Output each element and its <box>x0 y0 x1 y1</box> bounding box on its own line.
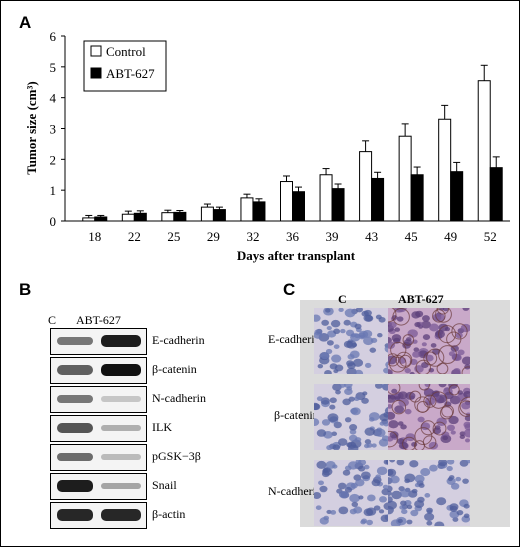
x-tick-label: 45 <box>405 229 418 244</box>
blot-band <box>101 454 141 460</box>
x-tick-label: 29 <box>207 229 220 244</box>
blot-strip <box>50 502 147 529</box>
ihc-row-label: β-catenin <box>274 408 319 422</box>
blot-strip <box>50 444 147 471</box>
blot-strip <box>50 473 147 500</box>
x-tick-label: 25 <box>167 229 180 244</box>
ihc-image <box>388 384 470 450</box>
bar-control <box>359 151 373 222</box>
blot-strip <box>50 386 147 413</box>
blot-band <box>57 394 93 404</box>
bar-abt627 <box>410 174 424 222</box>
blot-row-label: ILK <box>152 420 172 434</box>
x-tick-label: 32 <box>246 229 259 244</box>
blot-row-label: pGSK−3β <box>152 449 201 463</box>
bar-control <box>438 118 452 222</box>
bar-abt627 <box>292 191 305 222</box>
blot-row-label: Snail <box>152 478 177 492</box>
blot-row-label: β-catenin <box>152 362 197 376</box>
blot-band <box>101 482 141 490</box>
x-tick-label: 22 <box>128 229 141 244</box>
legend-entry: Control <box>106 44 146 59</box>
bar-control <box>200 206 214 222</box>
bar-abt627 <box>212 209 226 222</box>
bar-control <box>398 135 412 222</box>
blot-band <box>101 424 141 432</box>
ihc-image <box>388 460 470 526</box>
y-tick-label: 0 <box>50 214 57 229</box>
panel-letter-c: C <box>283 280 296 299</box>
x-tick-label: 18 <box>88 229 101 244</box>
blot-band <box>57 365 93 375</box>
blot-row-label: E-cadherin <box>152 333 205 347</box>
ihc-row-label: E-cadherin <box>268 332 321 346</box>
x-tick-label: 52 <box>484 229 497 244</box>
ihc-image <box>314 384 396 450</box>
y-tick-label: 2 <box>50 152 57 167</box>
bar-abt627 <box>331 188 345 222</box>
blot-band <box>101 335 141 347</box>
blot-band <box>101 509 141 521</box>
bar-abt627 <box>489 167 503 222</box>
blot-band <box>57 509 93 521</box>
blot-strip <box>50 328 147 355</box>
bar-control <box>82 217 96 222</box>
blot-strip <box>50 415 147 442</box>
ihc-column-label: ABT-627 <box>398 292 444 306</box>
blot-row-label: N-cadherin <box>152 391 206 405</box>
blot-row-label: β-actin <box>152 507 186 521</box>
y-axis-label: Tumor size (cm³) <box>24 81 39 174</box>
blot-column-label: C <box>48 313 57 327</box>
y-tick-label: 1 <box>50 183 57 198</box>
bar-abt627 <box>173 211 187 222</box>
bar-control <box>121 213 135 222</box>
blot-column-label: ABT-627 <box>76 313 121 327</box>
bar-abt627 <box>94 216 108 222</box>
legend-swatch <box>90 45 102 57</box>
blot-band <box>101 364 141 376</box>
x-tick-label: 49 <box>444 229 457 244</box>
ihc-row-label: N-cadherin <box>268 484 322 498</box>
x-tick-label: 36 <box>286 229 300 244</box>
bar-control <box>477 80 491 222</box>
panel-letter-a: A <box>19 13 32 32</box>
legend-entry: ABT-627 <box>106 66 155 81</box>
blot-band <box>57 480 93 492</box>
bar-abt627 <box>252 201 266 222</box>
bar-abt627 <box>133 212 147 222</box>
ihc-image <box>388 308 470 374</box>
bar-control <box>161 212 175 222</box>
ihc-panel: C ABT-627 E-cadherin β-catenin N-cadherin <box>268 292 510 532</box>
ihc-image <box>314 308 396 374</box>
blot-band <box>101 396 141 402</box>
x-axis-label: Days after transplant <box>237 248 356 263</box>
x-tick-label: 43 <box>365 229 378 244</box>
bar-control <box>319 174 333 222</box>
bar-control <box>240 197 254 222</box>
blot-strip <box>50 357 147 384</box>
blot-band <box>57 336 93 346</box>
y-tick-label: 6 <box>50 29 57 44</box>
blot-band <box>57 452 93 462</box>
western-blot-panel: C ABT-627 E-cadherin β-catenin N-cadherin ILK… <box>20 305 260 535</box>
y-tick-label: 3 <box>50 122 57 137</box>
bar-abt627 <box>450 171 464 222</box>
ihc-image <box>314 460 396 526</box>
bar-abt627 <box>371 177 385 222</box>
legend-swatch <box>90 67 102 79</box>
y-tick-label: 5 <box>50 60 57 75</box>
panel-letter-b: B <box>19 280 32 299</box>
chart-legend: Control ABT-627 <box>83 40 167 92</box>
y-tick-label: 4 <box>50 91 57 106</box>
bar-control <box>280 181 293 222</box>
ihc-column-label: C <box>338 292 347 306</box>
blot-band <box>57 423 93 433</box>
x-tick-label: 39 <box>326 229 339 244</box>
